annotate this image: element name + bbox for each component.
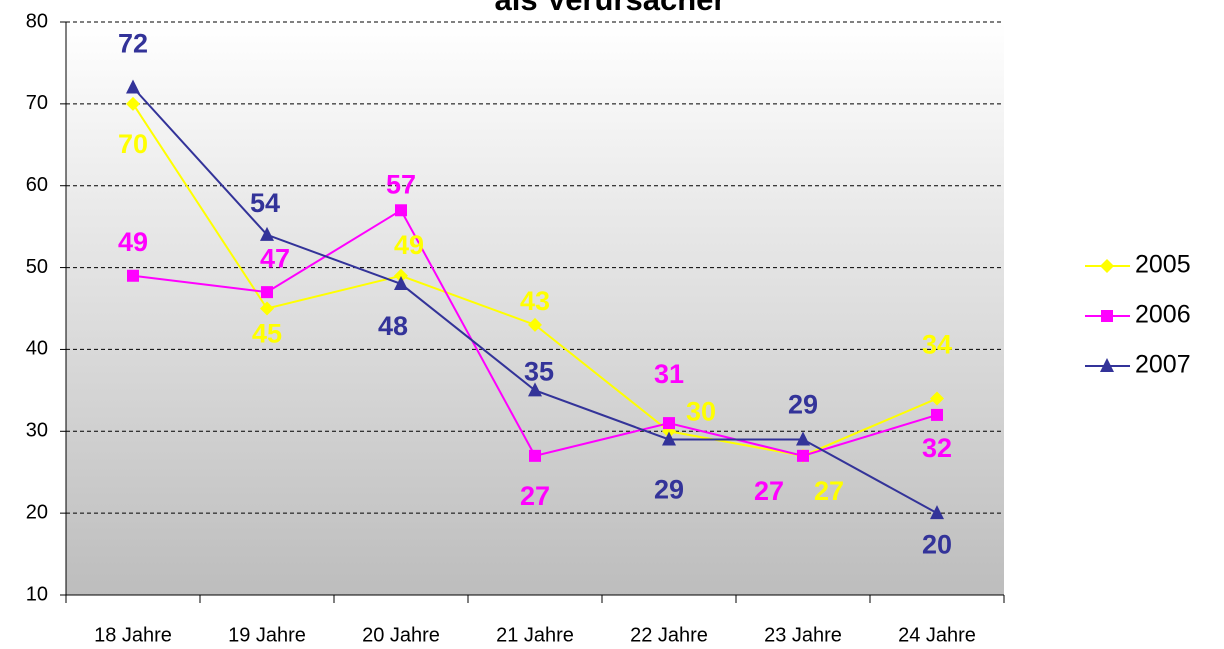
data-label: 72 xyxy=(118,29,148,59)
y-tick-label: 30 xyxy=(26,420,48,442)
data-label: 34 xyxy=(922,330,952,360)
data-label: 27 xyxy=(754,476,784,506)
marker xyxy=(260,301,274,316)
data-label: 27 xyxy=(520,481,550,511)
marker xyxy=(528,382,542,397)
x-tick-label: 18 Jahre xyxy=(94,624,172,646)
marker xyxy=(394,275,408,290)
data-label: 57 xyxy=(386,169,416,199)
data-label: 27 xyxy=(814,476,844,506)
x-tick-label: 22 Jahre xyxy=(630,624,708,646)
y-tick-label: 10 xyxy=(26,583,48,605)
y-tick-label: 20 xyxy=(26,501,48,523)
marker xyxy=(394,268,408,283)
marker xyxy=(1101,310,1113,322)
y-tick-label: 50 xyxy=(26,256,48,278)
data-label: 43 xyxy=(520,286,550,316)
chart-title: als Verursacher xyxy=(495,0,726,17)
legend-label: 2006 xyxy=(1135,301,1191,329)
x-tick-label: 20 Jahre xyxy=(362,624,440,646)
marker xyxy=(528,317,542,332)
marker xyxy=(1100,259,1114,273)
data-label: 30 xyxy=(686,396,716,426)
data-label: 45 xyxy=(252,319,282,349)
marker xyxy=(395,204,407,217)
x-tick-label: 21 Jahre xyxy=(496,624,574,646)
marker xyxy=(930,505,944,520)
x-tick-label: 24 Jahre xyxy=(898,624,976,646)
y-tick-label: 70 xyxy=(26,92,48,114)
data-label: 47 xyxy=(260,243,290,273)
data-label: 31 xyxy=(654,359,684,389)
data-label: 32 xyxy=(922,433,952,463)
marker xyxy=(663,417,675,430)
y-tick-label: 60 xyxy=(26,174,48,196)
marker xyxy=(127,269,139,282)
data-label: 48 xyxy=(378,311,408,341)
marker xyxy=(260,226,274,241)
plot-area xyxy=(66,22,1004,595)
y-tick-label: 40 xyxy=(26,338,48,360)
marker xyxy=(126,96,140,111)
data-label: 29 xyxy=(788,390,818,420)
marker xyxy=(1100,358,1114,372)
data-label: 70 xyxy=(118,129,148,159)
data-label: 54 xyxy=(250,188,280,218)
data-label: 35 xyxy=(524,356,554,386)
marker xyxy=(126,79,140,94)
data-label: 49 xyxy=(394,230,424,260)
legend-label: 2007 xyxy=(1135,351,1191,379)
marker xyxy=(261,286,273,299)
marker xyxy=(930,391,944,406)
x-tick-label: 19 Jahre xyxy=(228,624,306,646)
y-tick-label: 80 xyxy=(26,10,48,32)
data-label: 29 xyxy=(654,475,684,505)
data-label: 20 xyxy=(922,529,952,559)
data-label: 49 xyxy=(118,227,148,257)
x-tick-label: 23 Jahre xyxy=(764,624,842,646)
marker xyxy=(931,408,943,421)
legend-label: 2005 xyxy=(1135,251,1191,279)
marker xyxy=(529,449,541,462)
marker xyxy=(662,431,676,446)
marker xyxy=(797,449,809,462)
marker xyxy=(796,431,810,446)
